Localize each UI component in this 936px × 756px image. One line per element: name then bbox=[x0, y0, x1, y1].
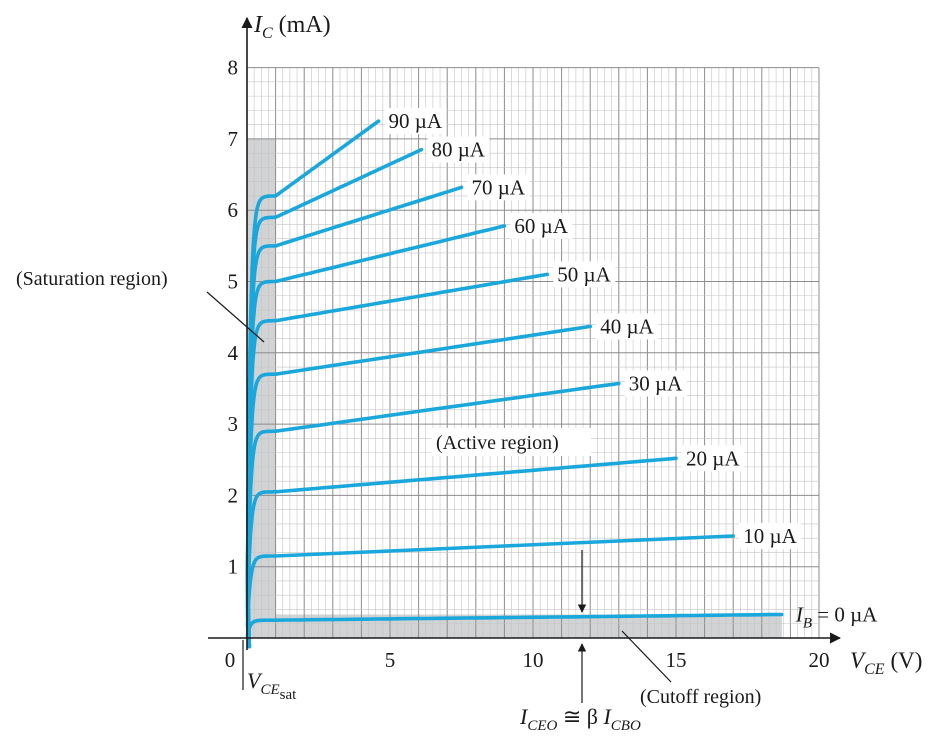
series-label-background bbox=[682, 445, 744, 472]
series-label-background bbox=[467, 174, 530, 201]
cutoff-leader-line bbox=[621, 630, 672, 683]
series-label-9: 90 µA bbox=[389, 109, 443, 133]
y-tick-label: 2 bbox=[228, 483, 239, 507]
origin-label: 0 bbox=[225, 648, 236, 672]
series-label-background bbox=[427, 136, 490, 163]
y-tick-label: 8 bbox=[228, 56, 239, 80]
series-label-0: IB = 0 µA bbox=[795, 602, 878, 631]
series-label-2: 20 µA bbox=[686, 446, 740, 470]
y-axis-title: IC (mA) bbox=[253, 12, 331, 42]
series-label-background bbox=[553, 261, 616, 288]
curve-series-1 bbox=[245, 534, 735, 649]
series-label-6: 60 µA bbox=[514, 214, 568, 238]
tick-labels: 1 2 3 4 5 6 7 8 5 10 15 20 0 bbox=[225, 56, 830, 672]
iceo-label: ICEO ≅ β ICBO bbox=[519, 704, 641, 734]
y-tick-label: 7 bbox=[228, 127, 239, 151]
curve-series-0 bbox=[245, 612, 784, 649]
series-label-4: 40 µA bbox=[600, 314, 654, 338]
series-label-5: 50 µA bbox=[557, 262, 611, 286]
curve-series-2 bbox=[245, 456, 678, 649]
series-label-background bbox=[510, 212, 573, 239]
curve-series-6 bbox=[245, 224, 507, 649]
vce-sat-label: VCEsat bbox=[247, 668, 297, 703]
series-label-background bbox=[739, 523, 802, 550]
series-label-background bbox=[384, 108, 447, 135]
curve-series-7 bbox=[245, 185, 464, 649]
x-tick-label: 20 bbox=[809, 648, 830, 672]
curve-series-9 bbox=[245, 119, 381, 649]
axes bbox=[208, 16, 842, 650]
characteristic-curves: IB = 0 µA 10 µA 20 µA 30 µA 40 µA 50 µA 60 µA 7… bbox=[245, 108, 878, 649]
series-label-background bbox=[596, 313, 659, 340]
x-tick-label: 10 bbox=[523, 648, 544, 672]
y-tick-label: 5 bbox=[228, 270, 239, 294]
y-tick-label: 4 bbox=[228, 341, 239, 365]
x-axis-title: VCE (V) bbox=[850, 648, 922, 678]
x-tick-label: 5 bbox=[385, 648, 396, 672]
y-tick-label: 6 bbox=[228, 198, 239, 222]
active-region-label: (Active region) bbox=[436, 432, 559, 454]
curve-series-5 bbox=[245, 272, 550, 649]
series-label-8: 80 µA bbox=[431, 138, 485, 162]
series-label-3: 30 µA bbox=[629, 371, 683, 395]
saturation-leader-line bbox=[206, 291, 265, 343]
active-label-background bbox=[431, 428, 591, 456]
series-label-1: 10 µA bbox=[743, 524, 797, 548]
saturation-region-label: (Saturation region) bbox=[16, 268, 168, 290]
y-tick-label: 1 bbox=[228, 555, 239, 579]
series-label-background bbox=[624, 370, 687, 397]
curve-series-4 bbox=[245, 324, 592, 649]
series-label-7: 70 µA bbox=[472, 175, 526, 199]
x-tick-label: 15 bbox=[666, 648, 687, 672]
curve-series-3 bbox=[245, 381, 621, 649]
y-tick-label: 3 bbox=[228, 412, 239, 436]
cutoff-region-label: (Cutoff region) bbox=[640, 686, 761, 708]
grid bbox=[247, 67, 820, 638]
